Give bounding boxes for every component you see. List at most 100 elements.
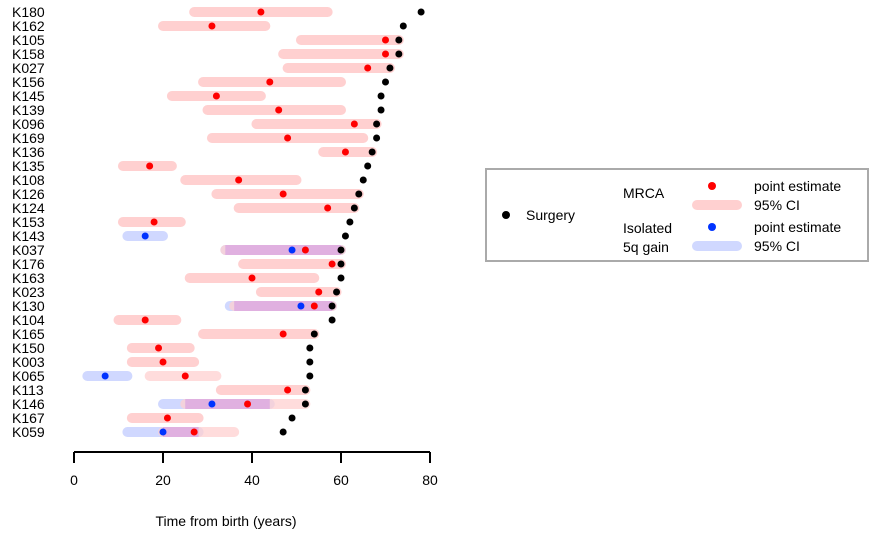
surgery-point-K065 [306,372,314,380]
mrca-point-K113 [284,386,292,394]
surgery-point-K176 [337,260,345,268]
surgery-point-K143 [341,232,349,240]
sample-label-K156: K156 [12,74,45,90]
sample-label-K037: K037 [12,242,45,258]
legend-mrca-ci-label: 95% CI [754,197,800,213]
gain-point-K130 [297,302,305,310]
sample-label-K096: K096 [12,116,45,132]
mrca-point-K180 [257,8,265,16]
legend-mrca-point-marker [708,182,716,190]
surgery-point-K003 [306,358,314,366]
point-estimates [101,8,425,436]
mrca-point-K037 [301,246,309,254]
surgery-point-K124 [350,204,358,212]
sample-label-K146: K146 [12,396,45,412]
surgery-point-K169 [373,134,381,142]
sample-label-K059: K059 [12,424,45,440]
surgery-point-K037 [337,246,345,254]
sample-label-K003: K003 [12,354,45,370]
x-tick-label-60: 60 [333,472,349,488]
mrca-point-K167 [163,414,171,422]
surgery-point-K108 [359,176,367,184]
sample-label-K180: K180 [12,4,45,20]
mrca-point-K126 [279,190,287,198]
surgery-point-K150 [306,344,314,352]
mrca-point-K145 [212,92,220,100]
sample-label-K135: K135 [12,158,45,174]
surgery-point-K156 [382,78,389,86]
mrca-point-K162 [208,22,216,30]
surgery-point-K153 [346,218,354,226]
sample-label-K143: K143 [12,228,45,244]
legend-box [485,168,869,262]
surgery-point-K027 [386,64,394,72]
sample-label-K158: K158 [12,46,45,62]
mrca-point-K105 [382,36,389,44]
surgery-point-K059 [279,428,287,436]
mrca-point-K153 [150,218,158,226]
sample-label-K126: K126 [12,186,45,202]
surgery-point-K146 [301,400,309,408]
sample-label-K027: K027 [12,60,45,76]
mrca-point-K023 [315,288,323,296]
mrca-point-K163 [248,274,256,282]
mrca-point-K124 [324,204,332,212]
mrca-point-K158 [382,50,389,58]
mrca-point-K146 [244,400,252,408]
mrca-point-K003 [159,358,167,366]
mrca-point-K135 [146,162,154,170]
x-tick-label-80: 80 [422,472,438,488]
sample-label-K124: K124 [12,200,45,216]
legend-mrca-point-label: point estimate [754,178,841,194]
sample-label-K065: K065 [12,368,45,384]
surgery-point-K130 [328,302,336,310]
mrca-point-K104 [141,316,149,324]
sample-label-K162: K162 [12,18,45,34]
sample-label-K165: K165 [12,326,45,342]
x-axis-ticks: 0 20 40 60 80 [70,452,438,488]
mrca-point-K139 [275,106,283,114]
mrca-point-K176 [328,260,336,268]
sample-label-K104: K104 [12,312,45,328]
surgery-point-K126 [355,190,363,198]
sample-label-K169: K169 [12,130,45,146]
gain-point-K059 [159,428,167,436]
surgery-point-K162 [399,22,407,30]
sample-label-K167: K167 [12,410,45,426]
surgery-point-K158 [395,50,403,58]
legend-gain-point-marker [708,223,716,231]
legend-mrca-title: MRCA [623,185,665,201]
x-axis: 0 20 40 60 80 Time from birth (years) [70,451,438,529]
sample-label-K130: K130 [12,298,45,314]
sample-label-K105: K105 [12,32,45,48]
legend-surgery-marker [502,211,510,219]
gain-point-K037 [288,246,296,254]
surgery-point-K165 [310,330,318,338]
sample-label-K139: K139 [12,102,45,118]
x-tick-label-20: 20 [155,472,171,488]
mrca-point-K108 [235,176,243,184]
surgery-point-K145 [377,92,385,100]
surgery-point-K104 [328,316,336,324]
surgery-point-K163 [337,274,345,282]
mrca-point-K027 [364,64,372,72]
sample-label-K163: K163 [12,270,45,286]
sample-label-K108: K108 [12,172,45,188]
surgery-point-K113 [301,386,309,394]
legend: Surgery MRCA point estimate 95% CI Isola… [485,168,869,262]
mrca-point-K150 [155,344,163,352]
gain-point-K146 [208,400,216,408]
mrca-point-K096 [350,120,358,128]
mrca-point-K156 [266,78,274,86]
sample-labels: K180K162K105K158K027K156K145K139K096K169… [12,4,45,440]
mrca-point-K165 [279,330,287,338]
gain-point-K065 [101,372,109,380]
mrca-point-K169 [284,134,292,142]
sample-label-K176: K176 [12,256,45,272]
legend-gain-title-line1: Isolated [623,220,672,236]
surgery-point-K136 [368,148,376,156]
sample-label-K023: K023 [12,284,45,300]
surgery-point-K180 [417,8,425,16]
surgery-point-K139 [377,106,385,114]
